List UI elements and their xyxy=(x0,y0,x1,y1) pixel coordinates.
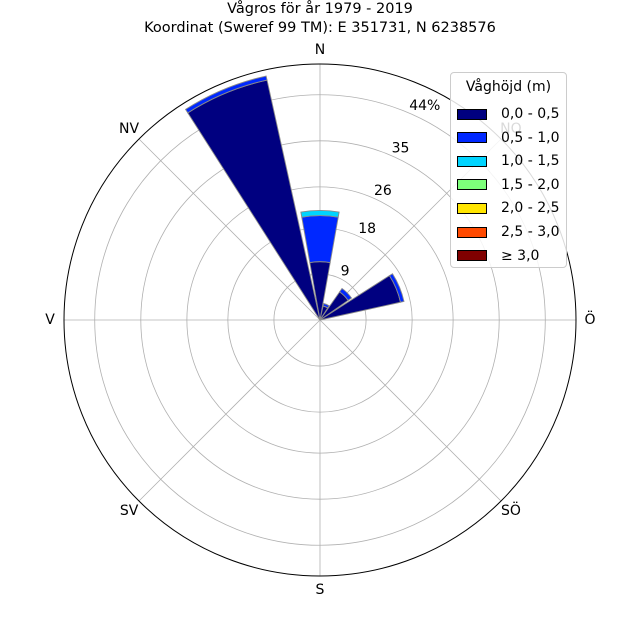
radial-tick-label: 18 xyxy=(358,221,376,237)
legend-label: 0,5 - 1,0 xyxy=(501,129,560,146)
direction-label: N xyxy=(315,42,325,58)
legend-item: 1,0 - 1,5 xyxy=(457,153,559,169)
legend-swatch xyxy=(457,179,487,191)
grid-ring xyxy=(186,186,454,454)
wave-rose-bars xyxy=(184,75,405,321)
legend-item: 1,5 - 2,0 xyxy=(457,177,559,193)
legend-item: ≥ 3,0 xyxy=(457,248,539,264)
chart-subtitle: Koordinat (Sweref 99 TM): E 351731, N 62… xyxy=(144,20,496,36)
rose-sector xyxy=(322,302,330,309)
direction-label: S xyxy=(316,582,325,598)
rose-sector xyxy=(319,275,402,321)
legend-title: Våghöjd (m) xyxy=(465,79,552,95)
legend-label: 0,0 - 0,5 xyxy=(501,106,560,122)
legend-swatch xyxy=(457,108,487,120)
legend-swatch xyxy=(457,155,487,167)
legend-swatch xyxy=(457,250,487,262)
legend: Våghöjd (m) 0,0 - 0,5 0,5 - 1,0 1,0 - 1,5 1… xyxy=(450,72,567,268)
radial-tick-label: 44% xyxy=(409,98,440,114)
legend-label: ≥ 3,0 xyxy=(501,247,540,264)
grid-ring xyxy=(94,94,546,546)
rose-sector xyxy=(339,287,353,301)
legend-item: 0,5 - 1,0 xyxy=(457,130,559,146)
direction-label: NV xyxy=(119,121,139,137)
legend-label: 2,0 - 2,5 xyxy=(501,200,560,217)
legend-swatch xyxy=(457,202,487,214)
chart-title: Vågros för år 1979 - 2019 xyxy=(227,1,413,17)
legend-item: 0,0 - 0,5 xyxy=(457,106,559,122)
spoke-line xyxy=(138,138,321,321)
legend-item: 2,0 - 2,5 xyxy=(457,200,559,216)
direction-label: Ö xyxy=(584,310,595,328)
grid-ring xyxy=(140,140,500,500)
spoke-line xyxy=(138,319,321,502)
legend-label: 2,5 - 3,0 xyxy=(501,224,560,240)
legend-label: 1,0 - 1,5 xyxy=(501,153,560,170)
rose-sector xyxy=(187,79,321,321)
legend-item: 2,5 - 3,0 xyxy=(457,224,559,240)
spoke-line xyxy=(319,319,502,502)
legend-label: 1,5 - 2,0 xyxy=(501,176,560,193)
radial-tick-label: 26 xyxy=(374,183,392,199)
polar-frame xyxy=(63,63,577,577)
radial-tick-label: 9 xyxy=(341,263,350,279)
legend-swatch xyxy=(457,226,487,238)
rose-sector xyxy=(300,210,340,218)
direction-label: SÖ xyxy=(501,501,521,519)
direction-label: SV xyxy=(120,503,139,519)
rose-sector xyxy=(388,273,405,303)
direction-label: V xyxy=(45,312,55,328)
radial-tick-label: 35 xyxy=(392,140,410,156)
rose-sector xyxy=(301,215,339,264)
legend-swatch xyxy=(457,132,487,144)
rose-sector xyxy=(184,75,268,114)
